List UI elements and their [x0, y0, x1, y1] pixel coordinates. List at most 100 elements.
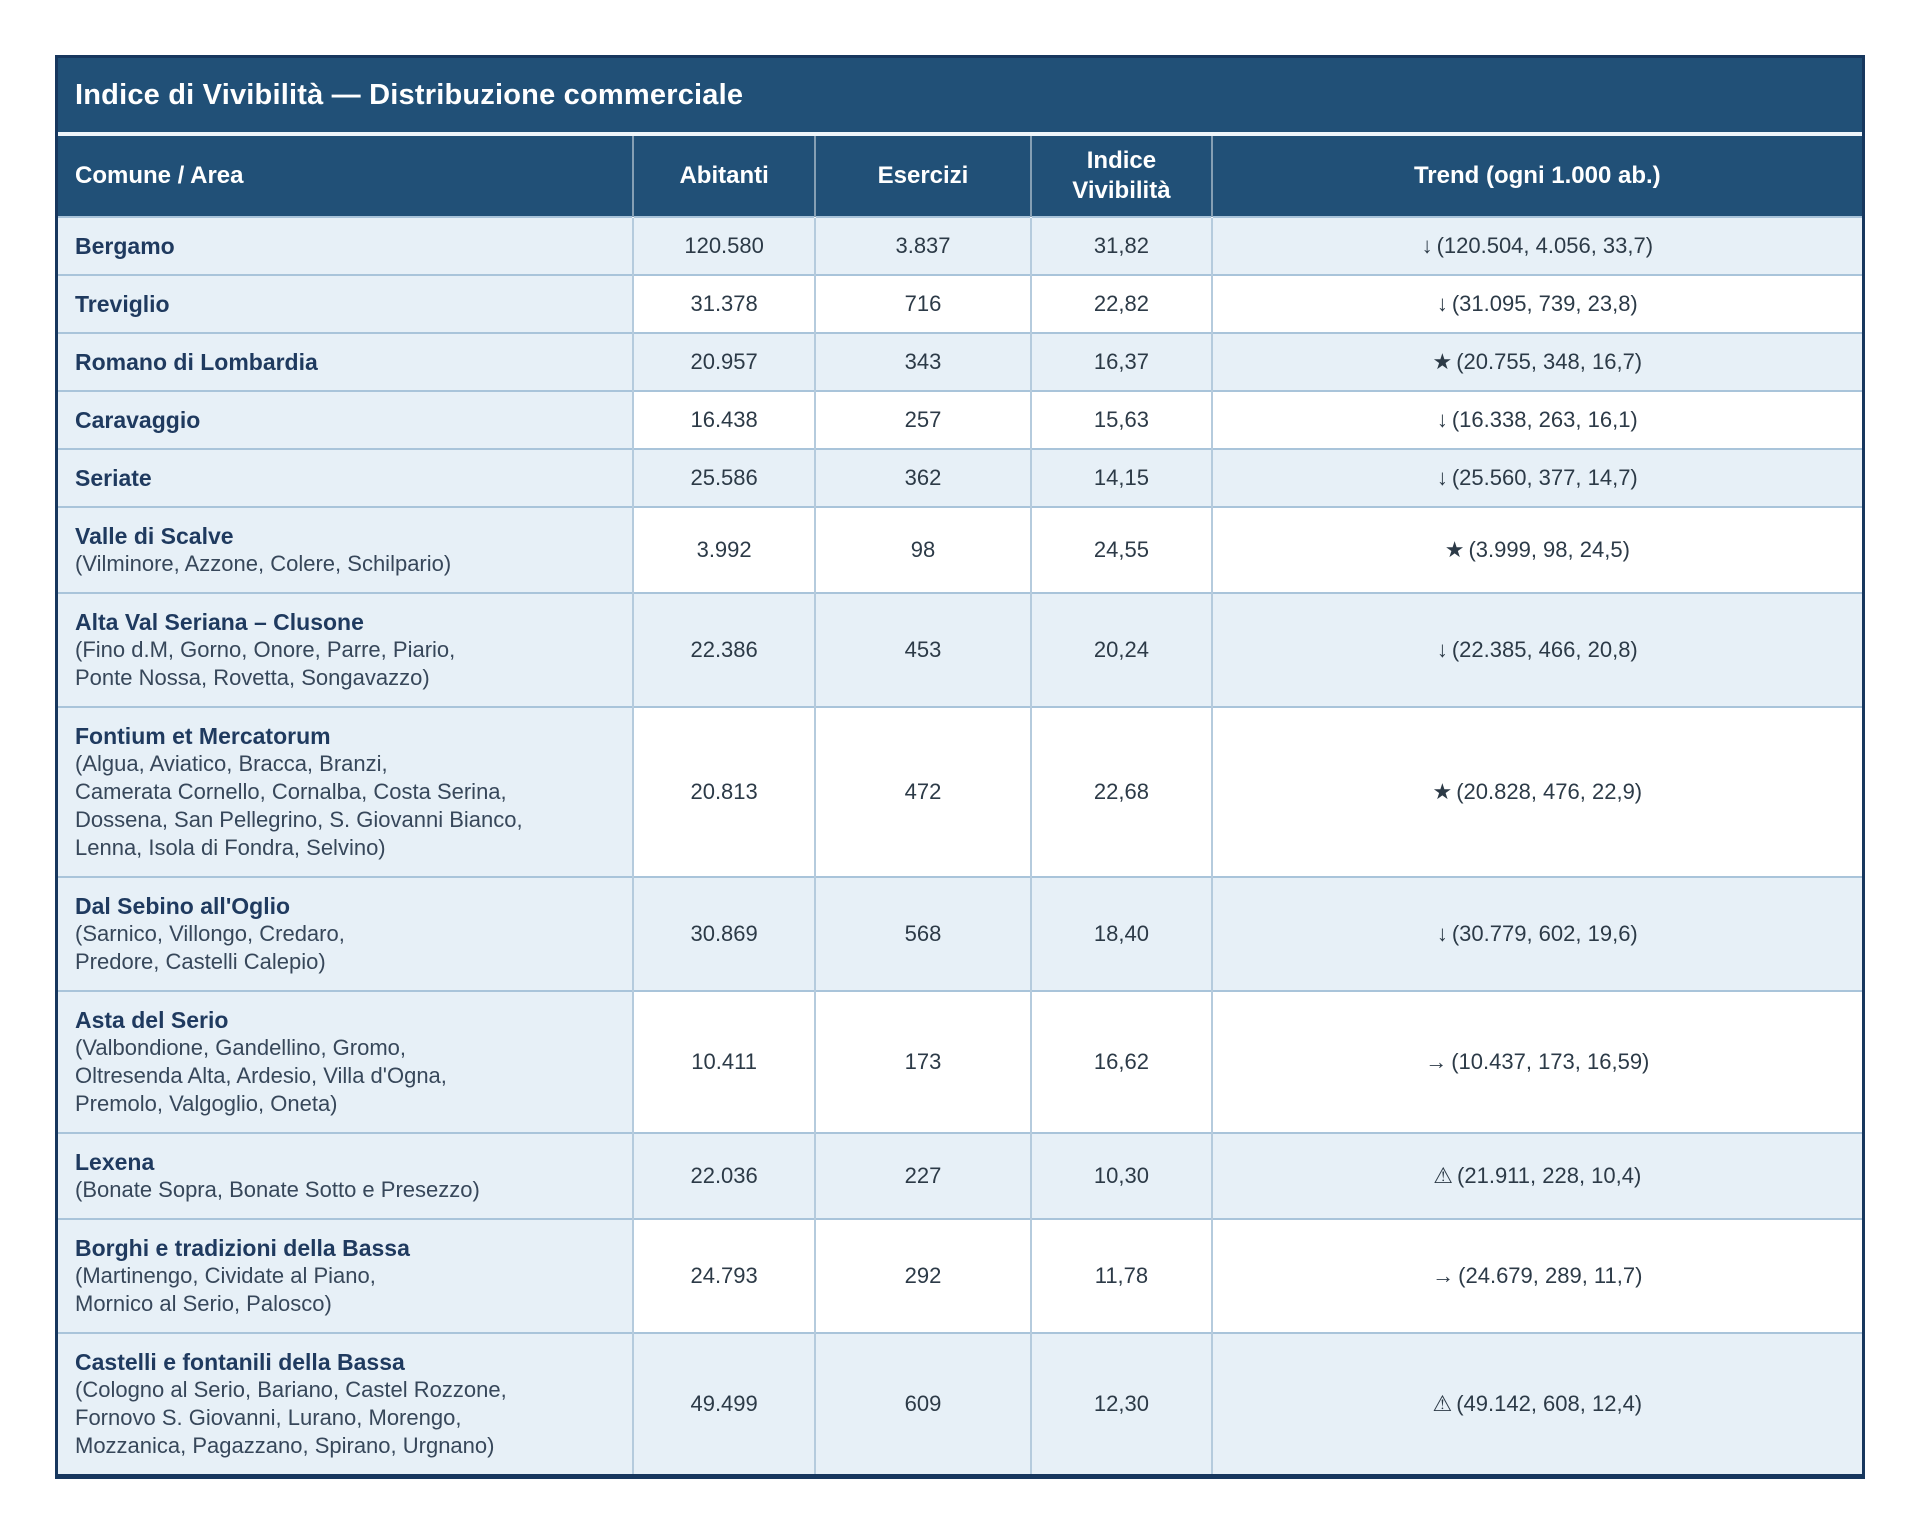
trend-cell: ↓ (25.560, 377, 14,7) — [1210, 448, 1862, 507]
area-municipalities: (Algua, Aviatico, Bracca, Branzi, — [75, 751, 388, 776]
area-municipalities: (Valbondione, Gandellino, Gromo, — [75, 1035, 407, 1060]
table-row: Bergamo 120.580 3.837 31,82 ↓ (120.504, 4.056… — [58, 216, 1862, 275]
area-municipalities: (Fino d.M, Gorno, Onore, Parre, Piario, — [75, 637, 456, 662]
table-row: Alta Val Seriana – Clusone (Fino d.M, Gor… — [58, 592, 1862, 707]
abitanti-cell: 22.386 — [632, 592, 815, 707]
table-row: Fontium et Mercatorum (Algua, Aviatico, B… — [58, 706, 1862, 877]
star-icon: ★ — [1432, 779, 1453, 804]
area-name: Borghi e tradizioni della Bassa — [75, 1235, 410, 1261]
area-name: Treviglio — [75, 291, 170, 317]
area-name: Caravaggio — [75, 407, 201, 433]
area-name-cell: Borghi e tradizioni della Bassa (Martinen… — [58, 1218, 634, 1333]
esercizi-cell: 292 — [813, 1218, 1032, 1333]
area-name: Bergamo — [75, 233, 175, 259]
trend-values: (31.095, 739, 23,8) — [1451, 291, 1638, 316]
trend-values: (21.911, 228, 10,4) — [1457, 1163, 1642, 1188]
trend-values: (22.385, 466, 20,8) — [1451, 637, 1638, 662]
trend-values: (25.560, 377, 14,7) — [1451, 465, 1638, 490]
area-municipalities: Camerata Cornello, Cornalba, Costa Serin… — [75, 779, 507, 804]
area-name: Romano di Lombardia — [75, 349, 318, 375]
abitanti-cell: 24.793 — [632, 1218, 815, 1333]
esercizi-cell: 362 — [813, 448, 1032, 507]
esercizi-cell: 227 — [813, 1132, 1032, 1219]
trend-cell: ↓ (31.095, 739, 23,8) — [1210, 274, 1862, 333]
table-row: Caravaggio 16.438 257 15,63 ↓ (16.338, 263, 1… — [58, 390, 1862, 449]
area-municipalities: (Bonate Sopra, Bonate Sotto e Presezzo) — [75, 1177, 480, 1202]
area-name-cell: Seriate — [58, 448, 634, 507]
trend-cell: ↓ (16.338, 263, 16,1) — [1210, 390, 1862, 449]
indice-cell: 22,68 — [1030, 706, 1212, 877]
arrow-down-icon: ↓ — [1436, 637, 1448, 662]
indice-cell: 31,82 — [1030, 216, 1212, 275]
trend-values: (30.779, 602, 19,6) — [1451, 921, 1638, 946]
area-municipalities: Ponte Nossa, Rovetta, Songavazzo) — [75, 665, 430, 690]
arrow-down-icon: ↓ — [1436, 291, 1448, 316]
area-name: Alta Val Seriana – Clusone — [75, 609, 364, 635]
area-name-cell: Fontium et Mercatorum (Algua, Aviatico, B… — [58, 706, 634, 877]
area-municipalities: (Martinengo, Cividate al Piano, — [75, 1263, 376, 1288]
trend-cell: ↓ (30.779, 602, 19,6) — [1210, 876, 1862, 991]
column-header-esercizi: Esercizi — [813, 136, 1032, 217]
indice-cell: 16,62 — [1030, 990, 1212, 1133]
trend-cell: ↓ (22.385, 466, 20,8) — [1210, 592, 1862, 707]
arrow-down-icon: ↓ — [1436, 921, 1448, 946]
esercizi-cell: 716 — [813, 274, 1032, 333]
table-row: Romano di Lombardia 20.957 343 16,37 ★ (20.75… — [58, 332, 1862, 391]
indice-cell: 24,55 — [1030, 506, 1212, 593]
area-name-cell: Caravaggio — [58, 390, 634, 449]
area-municipalities: (Cologno al Serio, Bariano, Castel Rozzo… — [75, 1377, 507, 1402]
area-municipalities: Premolo, Valgoglio, Oneta) — [75, 1091, 338, 1116]
abitanti-cell: 20.813 — [632, 706, 815, 877]
abitanti-cell: 25.586 — [632, 448, 815, 507]
abitanti-cell: 20.957 — [632, 332, 815, 391]
esercizi-cell: 3.837 — [813, 216, 1032, 275]
indice-cell: 11,78 — [1030, 1218, 1212, 1333]
area-municipalities: Fornovo S. Giovanni, Lurano, Morengo, — [75, 1405, 462, 1430]
esercizi-cell: 173 — [813, 990, 1032, 1133]
area-municipalities: Lenna, Isola di Fondra, Selvino) — [75, 835, 386, 860]
table-row: Valle di Scalve (Vilminore, Azzone, Coler… — [58, 506, 1862, 593]
trend-cell: ↓ (120.504, 4.056, 33,7) — [1210, 216, 1862, 275]
indice-cell: 14,15 — [1030, 448, 1212, 507]
area-name: Castelli e fontanili della Bassa — [75, 1349, 405, 1375]
area-name-cell: Lexena (Bonate Sopra, Bonate Sotto e Pres… — [58, 1132, 634, 1219]
trend-values: (120.504, 4.056, 33,7) — [1436, 233, 1654, 258]
area-municipalities: Dossena, San Pellegrino, S. Giovanni Bia… — [75, 807, 523, 832]
indice-cell: 12,30 — [1030, 1332, 1212, 1474]
esercizi-cell: 453 — [813, 592, 1032, 707]
arrow-right-icon: → — [1432, 1263, 1455, 1288]
area-name: Valle di Scalve — [75, 523, 234, 549]
column-header-trend: Trend (ogni 1.000 ab.) — [1210, 136, 1862, 217]
area-municipalities: Mozzanica, Pagazzano, Spirano, Urgnano) — [75, 1433, 495, 1458]
area-name: Dal Sebino all'Oglio — [75, 893, 291, 919]
area-municipalities: Oltresenda Alta, Ardesio, Villa d'Ogna, — [75, 1063, 447, 1088]
abitanti-cell: 10.411 — [632, 990, 815, 1133]
esercizi-cell: 343 — [813, 332, 1032, 391]
trend-values: (16.338, 263, 16,1) — [1451, 407, 1638, 432]
abitanti-cell: 30.869 — [632, 876, 815, 991]
area-name-cell: Romano di Lombardia — [58, 332, 634, 391]
indice-cell: 16,37 — [1030, 332, 1212, 391]
arrow-down-icon: ↓ — [1421, 233, 1433, 258]
column-header-comune-area: Comune / Area — [58, 136, 634, 217]
warning-icon: ⚠ — [1432, 1391, 1453, 1416]
table-row: Seriate 25.586 362 14,15 ↓ (25.560, 377, 14,7… — [58, 448, 1862, 507]
esercizi-cell: 609 — [813, 1332, 1032, 1474]
abitanti-cell: 16.438 — [632, 390, 815, 449]
area-name: Lexena — [75, 1149, 155, 1175]
vivibilita-table: Comune / Area Abitanti Esercizi Indice V… — [58, 136, 1862, 1474]
table-row: Castelli e fontanili della Bassa (Cologno… — [58, 1332, 1862, 1474]
star-icon: ★ — [1432, 349, 1453, 374]
area-municipalities: (Vilminore, Azzone, Colere, Schilpario) — [75, 551, 452, 576]
arrow-down-icon: ↓ — [1436, 407, 1448, 432]
area-name-cell: Bergamo — [58, 216, 634, 275]
indice-cell: 15,63 — [1030, 390, 1212, 449]
column-header-abitanti: Abitanti — [632, 136, 815, 217]
table-row: Asta del Serio (Valbondione, Gandellino, … — [58, 990, 1862, 1133]
abitanti-cell: 3.992 — [632, 506, 815, 593]
trend-cell: ⚠ (49.142, 608, 12,4) — [1210, 1332, 1862, 1474]
header-row: Comune / Area Abitanti Esercizi Indice V… — [58, 136, 1862, 217]
area-municipalities: Predore, Castelli Calepio) — [75, 949, 326, 974]
esercizi-cell: 98 — [813, 506, 1032, 593]
